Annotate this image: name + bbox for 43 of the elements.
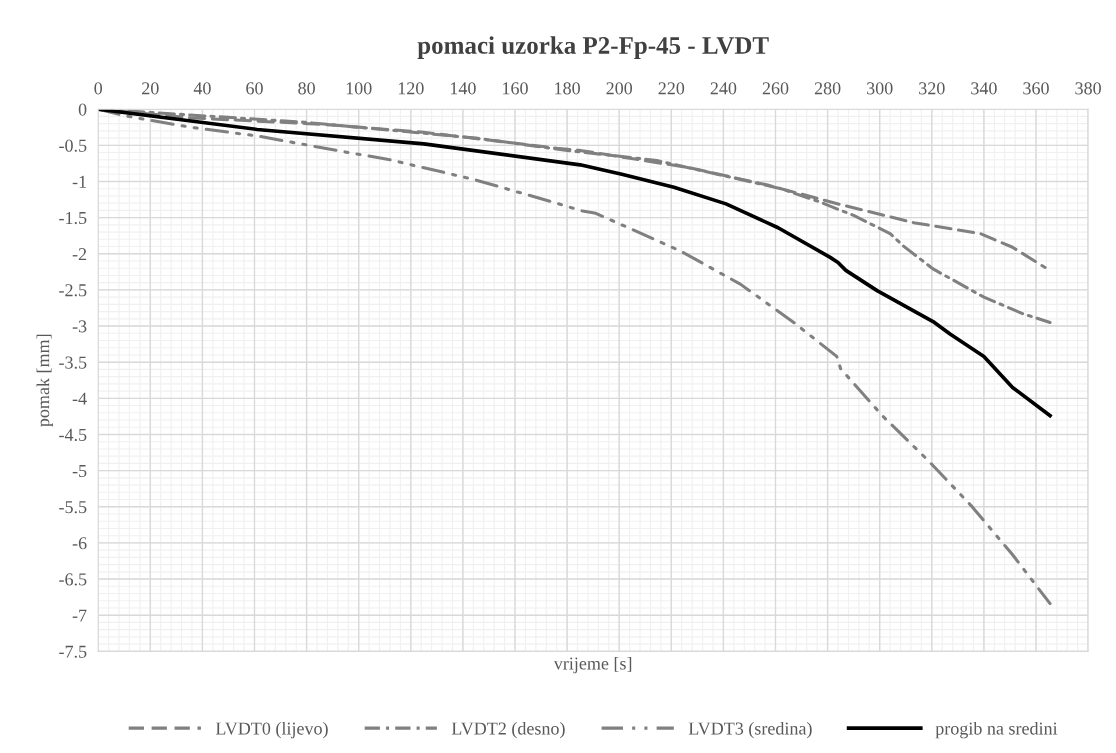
x-tick-label: 320 [919,82,945,95]
x-tick-label: 200 [606,82,633,95]
legend-label: LVDT0 (lijevo) [215,721,328,739]
x-tick-label: 60 [246,82,263,95]
x-tick-label: 180 [555,82,580,95]
y-tick-label: -1 [72,175,87,188]
x-tick-label: 40 [193,82,211,95]
x-tick-label: 360 [1023,82,1049,95]
y-tick-label: -5.5 [59,501,87,514]
y-tick-label: -2 [72,248,87,261]
x-tick-label: 260 [762,82,789,95]
x-tick-label: 120 [398,82,424,95]
x-tick-label: 0 [94,82,103,95]
y-tick-label: -4.5 [59,428,87,441]
x-tick-label: 100 [346,82,372,95]
x-tick-label: 140 [450,82,476,95]
x-axis-title: vrijeme [s] [553,656,632,674]
y-tick-label: -7 [72,609,87,622]
x-tick-label: 20 [142,82,159,95]
x-tick-label: 280 [814,82,841,95]
x-tick-label: 340 [971,82,997,95]
x-tick-label: 380 [1075,82,1101,95]
y-tick-label: -7.5 [59,645,87,658]
legend-label: LVDT3 (sredina) [688,721,812,739]
y-tick-label: -2.5 [59,284,87,297]
x-tick-label: 80 [298,82,315,95]
y-tick-label: -3.5 [59,356,87,369]
y-tick-label: -6.5 [59,573,87,586]
legend-label: LVDT2 (desno) [451,721,565,739]
legend-label: progib na sredini [935,721,1058,739]
x-tick-label: 300 [867,82,893,95]
y-tick-label: -6 [72,537,87,550]
chart-title: pomaci uzorka P2-Fp-45 - LVDT [417,36,769,59]
y-tick-label: -0.5 [59,139,87,152]
y-tick-label: -4 [72,392,87,405]
x-tick-label: 240 [710,82,737,95]
x-tick-label: 220 [658,82,685,95]
y-tick-label: 0 [78,103,87,116]
y-tick-label: -5 [72,465,87,478]
y-tick-label: -1.5 [59,211,87,225]
x-tick-label: 160 [503,82,528,95]
y-tick-label: -3 [72,320,87,333]
y-axis-title: pomak [mm] [36,334,53,427]
